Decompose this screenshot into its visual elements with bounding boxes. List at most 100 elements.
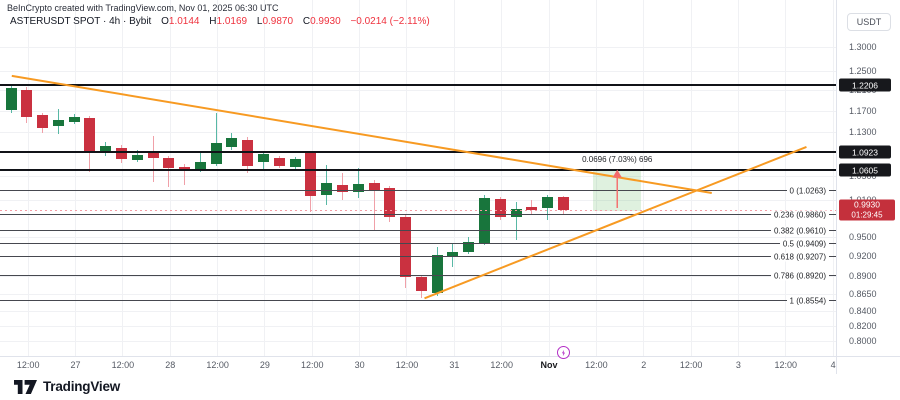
fib-level-label: 1 (0.8554)	[786, 296, 829, 305]
candle	[289, 158, 301, 167]
vertical-gridline	[549, 0, 550, 356]
time-tick-label: Nov	[540, 360, 558, 370]
price-range-label: 0.0696 (7.03%) 696	[582, 154, 653, 164]
horizontal-gridline	[0, 47, 836, 48]
tradingview-logo-text: TradingView	[43, 379, 121, 394]
event-marker-button[interactable]	[556, 346, 570, 359]
current-price-line	[0, 210, 836, 211]
candle	[68, 116, 80, 122]
price-level-badge: 1.2206	[839, 78, 891, 92]
vertical-gridline	[738, 0, 739, 356]
horizontal-gridline	[0, 276, 836, 277]
price-tick-label: 1.1300	[849, 126, 877, 137]
tradingview-logo-icon	[14, 379, 37, 394]
candle	[258, 154, 270, 162]
fib-level-line	[0, 190, 836, 191]
candle	[37, 114, 49, 128]
fib-level-line	[0, 214, 836, 215]
candle	[163, 157, 175, 168]
price-level-line	[0, 151, 836, 153]
horizontal-gridline	[0, 326, 836, 327]
candle	[84, 118, 96, 153]
candle	[5, 88, 17, 110]
currency-toggle-button[interactable]: USDT	[847, 13, 891, 31]
vertical-gridline	[691, 0, 692, 356]
axis-horizontal-border	[0, 356, 900, 357]
price-tick-label: 1.3000	[849, 41, 877, 52]
candle	[52, 120, 64, 126]
horizontal-gridline	[0, 341, 836, 342]
time-tick-label: 12:00	[774, 360, 798, 370]
horizontal-gridline	[0, 311, 836, 312]
price-tick-label: 0.9200	[849, 251, 877, 262]
horizontal-gridline	[0, 71, 836, 72]
price-tick-label: 0.8200	[849, 320, 877, 331]
time-tick-label: 12:00	[111, 360, 135, 370]
time-axis[interactable]: 12:00 27 12:00 28 12:00 29 12:00 30 12:00 31 12:00…	[0, 357, 836, 374]
candle	[273, 157, 285, 167]
time-tick-label: 12:00	[490, 360, 513, 370]
vertical-gridline	[501, 0, 502, 356]
time-tick-label: 31	[449, 360, 460, 370]
candle	[368, 182, 380, 191]
vertical-gridline	[170, 0, 171, 356]
candle	[21, 90, 33, 117]
attribution-text: BeInCrypto created with TradingView.com,…	[7, 3, 279, 13]
candle	[431, 254, 443, 293]
ohlc-close: C0.9930	[302, 16, 341, 27]
price-level-badge: 1.0605	[839, 163, 891, 177]
candle	[384, 188, 396, 217]
vertical-gridline	[406, 0, 407, 356]
price-level-line	[0, 84, 836, 86]
price-level-badge: 1.0923	[839, 145, 891, 159]
time-tick-label: 3	[735, 360, 741, 370]
vertical-gridline	[217, 0, 218, 356]
chart-plot-area[interactable]: 0.0696 (7.03%) 696 0 (1.0263) 0.236 (0.986…	[0, 0, 836, 356]
fib-level-label: 0.5 (0.9409)	[779, 239, 829, 248]
lightning-icon	[561, 349, 565, 356]
tradingview-logo[interactable]: TradingView	[14, 379, 120, 394]
time-tick-label: 28	[165, 360, 176, 370]
time-tick-label: 12:00	[585, 360, 608, 370]
candle	[131, 155, 143, 160]
horizontal-gridline	[0, 176, 836, 177]
price-tick-label: 0.8650	[849, 288, 877, 299]
candle	[226, 137, 238, 147]
horizontal-gridline	[0, 90, 836, 91]
fib-level-line	[0, 230, 836, 231]
vertical-gridline	[359, 0, 360, 356]
time-tick-label: 29	[259, 360, 270, 370]
horizontal-gridline	[0, 132, 836, 133]
change-text: −0.0214 (−2.11%)	[350, 16, 430, 27]
candle-countdown: 01:29:45	[851, 210, 883, 219]
time-tick-label: 2	[641, 360, 647, 370]
price-tick-label: 0.8900	[849, 271, 877, 282]
price-axis[interactable]: USDT 1.30001.25001.21001.17001.13001.050…	[837, 0, 900, 356]
fib-level-label: 0.382 (0.9610)	[770, 226, 829, 235]
vertical-gridline	[643, 0, 644, 356]
vertical-gridline	[454, 0, 455, 356]
ohlc-open: O1.0144	[161, 16, 200, 27]
fib-level-line	[0, 275, 836, 276]
vertical-gridline	[264, 0, 265, 356]
price-tick-label: 0.9500	[849, 231, 877, 242]
fib-level-label: 0.618 (0.9207)	[770, 252, 829, 261]
candle	[478, 197, 490, 244]
current-price-value: 0.9930	[854, 199, 880, 210]
candle	[400, 216, 412, 277]
fib-level-label: 0.236 (0.9860)	[770, 210, 829, 219]
symbol-legend[interactable]: ASTERUSDT SPOT · 4h · Bybit O1.0144 H1.0…	[10, 16, 430, 27]
candle	[557, 197, 569, 210]
fib-level-label: 0 (1.0263)	[786, 186, 829, 195]
horizontal-gridline	[0, 111, 836, 112]
time-tick-label: 12:00	[679, 360, 703, 370]
vertical-gridline	[833, 0, 834, 356]
price-tick-label: 0.8400	[849, 306, 877, 317]
time-tick-label: 4	[830, 360, 836, 370]
vertical-gridline	[75, 0, 76, 356]
candle	[147, 153, 159, 158]
horizontal-gridline	[0, 200, 836, 201]
candle	[210, 142, 222, 164]
price-tick-label: 1.1700	[849, 105, 877, 116]
